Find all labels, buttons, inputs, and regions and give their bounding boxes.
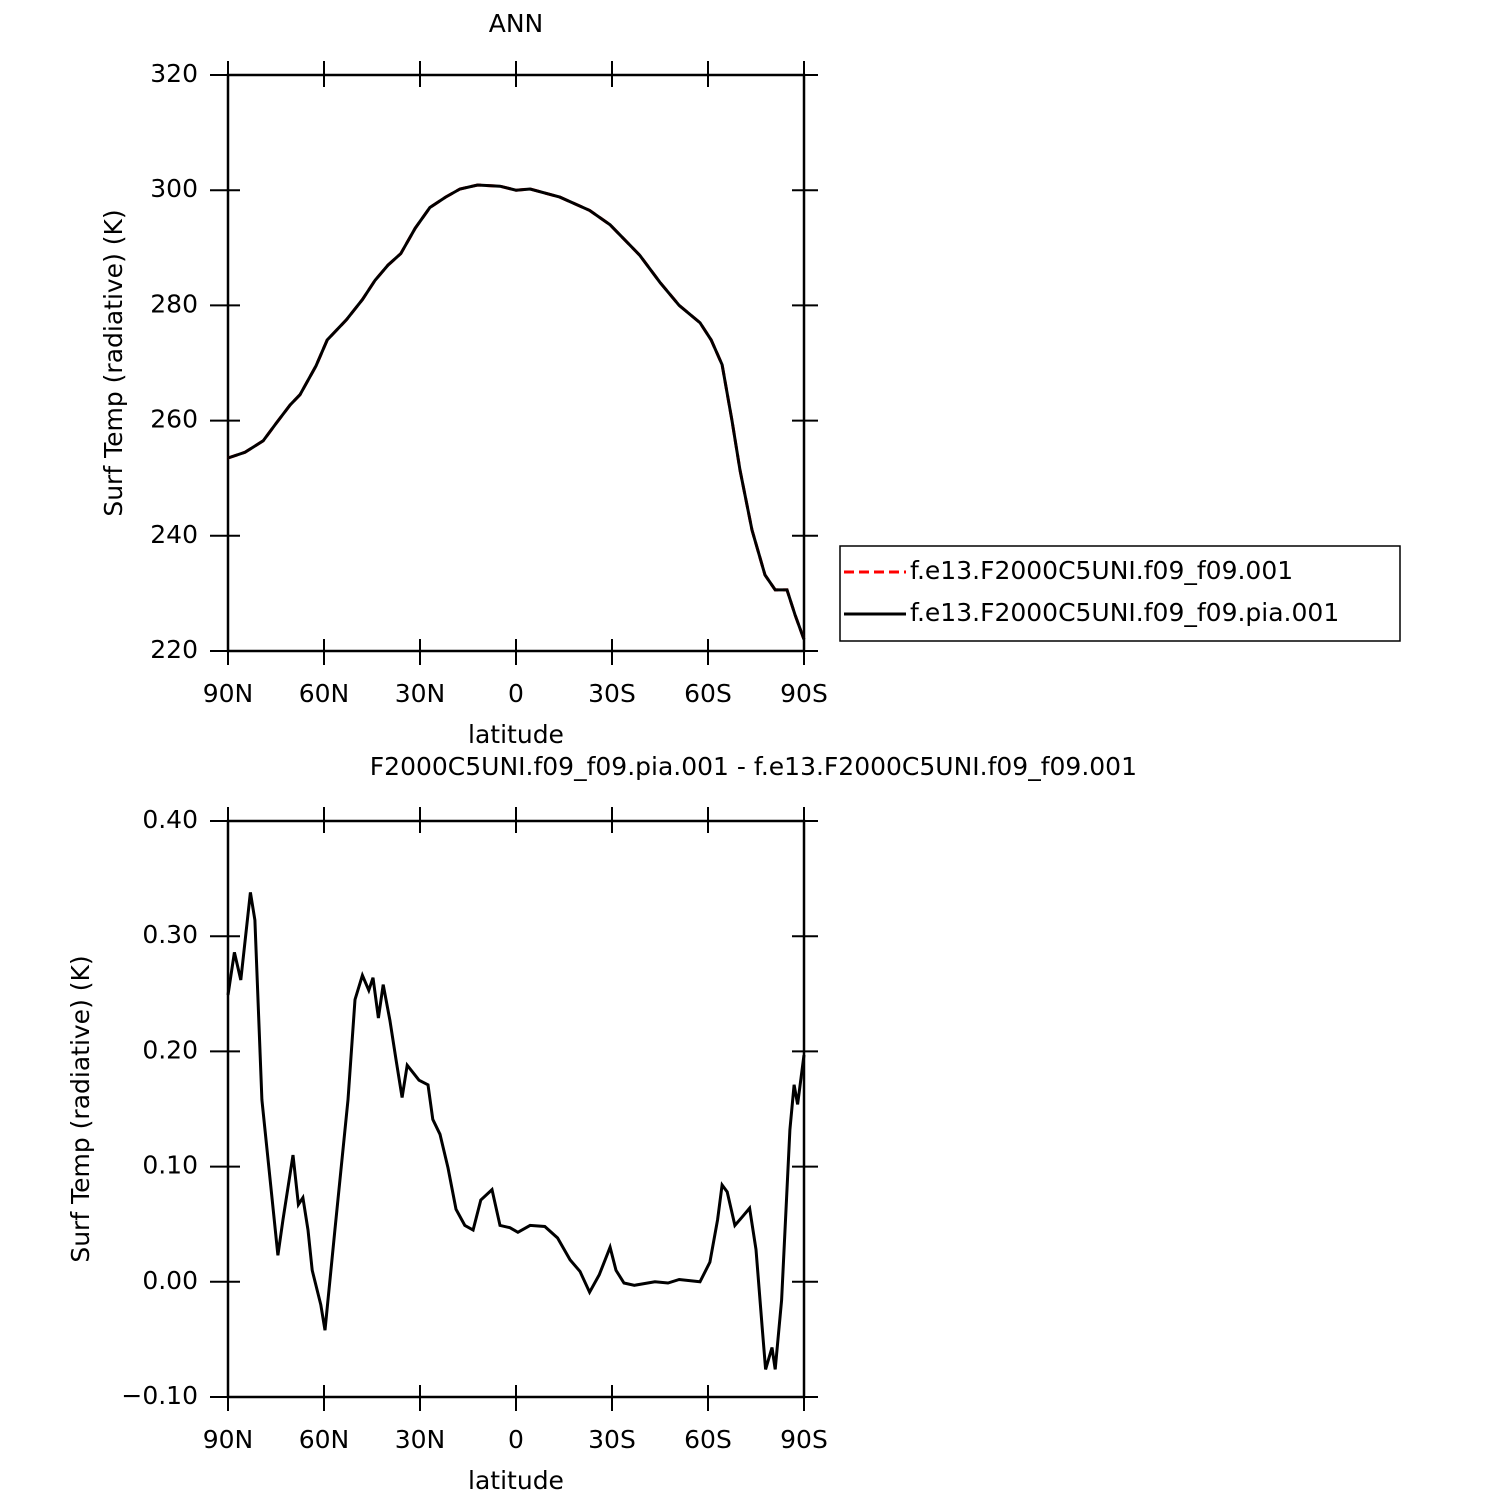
y-tick-label: 0.40 <box>142 805 198 834</box>
x-tick-label: 30N <box>395 679 446 708</box>
y-tick-label: 0.20 <box>142 1035 198 1064</box>
x-tick-label: 60S <box>684 1425 732 1454</box>
x-tick-label: 90N <box>203 679 254 708</box>
y-axis-label: Surf Temp (radiative) (K) <box>99 209 128 516</box>
x-tick-label: 60S <box>684 679 732 708</box>
x-tick-label: 30N <box>395 1425 446 1454</box>
y-tick-label: 260 <box>150 405 198 434</box>
legend-label: f.e13.F2000C5UNI.f09_f09.pia.001 <box>910 598 1339 627</box>
x-tick-label: 0 <box>508 679 524 708</box>
x-tick-label: 90S <box>780 1425 828 1454</box>
y-axis-label: Surf Temp (radiative) (K) <box>66 955 95 1262</box>
y-tick-label: −0.10 <box>121 1381 198 1410</box>
y-tick-label: 320 <box>150 59 198 88</box>
x-tick-label: 90S <box>780 679 828 708</box>
x-axis-label: latitude <box>468 720 564 749</box>
x-tick-label: 60N <box>299 679 350 708</box>
plot-frame <box>226 819 806 1399</box>
series-line <box>226 892 806 1370</box>
x-tick-label: 30S <box>588 679 636 708</box>
series-line <box>227 183 806 641</box>
x-tick-label: 30S <box>588 1425 636 1454</box>
series-line <box>227 183 806 641</box>
y-tick-label: 0.10 <box>142 1151 198 1180</box>
x-tick-label: 60N <box>299 1425 350 1454</box>
x-tick-label: 90N <box>203 1425 254 1454</box>
y-tick-label: 220 <box>150 635 198 664</box>
x-tick-label: 0 <box>508 1425 524 1454</box>
chart-title: F2000C5UNI.f09_f09.pia.001 - f.e13.F2000… <box>370 752 1137 781</box>
plot-frame <box>226 73 806 653</box>
chart-title: ANN <box>489 9 544 38</box>
legend-box <box>839 545 1401 642</box>
y-tick-label: 0.30 <box>142 920 198 949</box>
y-tick-label: 300 <box>150 174 198 203</box>
y-tick-label: 280 <box>150 289 198 318</box>
y-tick-label: 0.00 <box>142 1266 198 1295</box>
legend-label: f.e13.F2000C5UNI.f09_f09.001 <box>910 556 1293 585</box>
x-axis-label: latitude <box>468 1466 564 1495</box>
y-tick-label: 240 <box>150 520 198 549</box>
